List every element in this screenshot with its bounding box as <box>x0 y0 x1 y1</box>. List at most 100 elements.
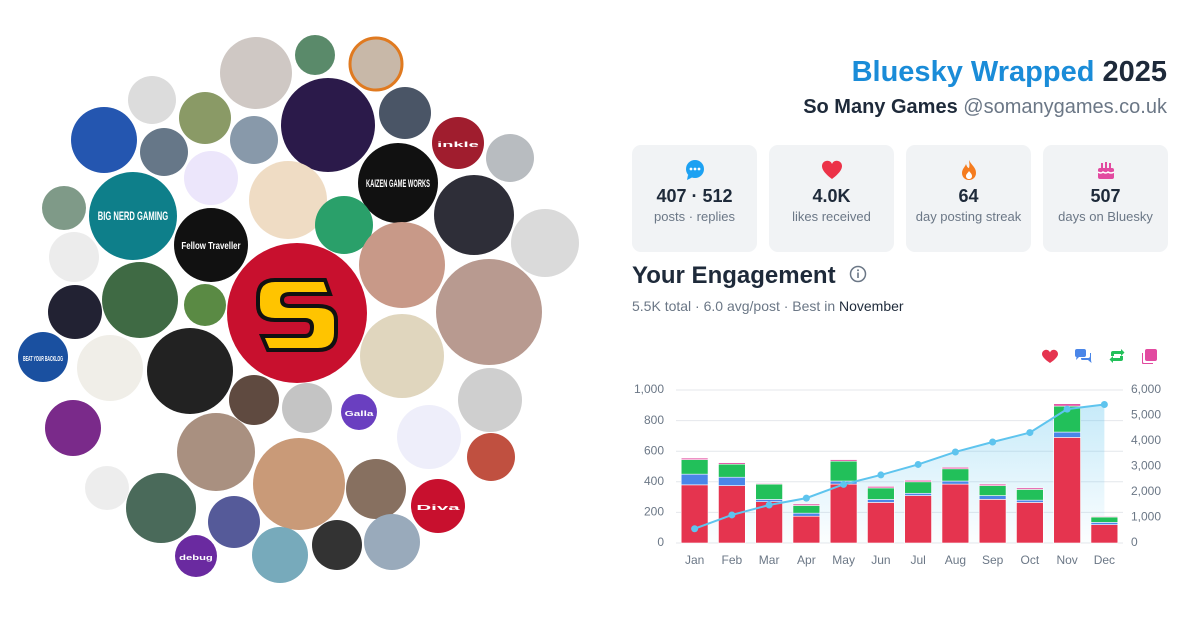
avatar <box>45 400 101 456</box>
x-tick-label: Sep <box>982 553 1004 567</box>
bar-segment <box>904 492 932 496</box>
avatar <box>249 161 327 239</box>
title-brand: Bluesky Wrapped <box>851 56 1095 88</box>
stat-card: 64 day posting streak <box>906 145 1031 252</box>
avatar <box>175 535 217 577</box>
avatar-text: BIG NERD GAMING <box>98 209 168 223</box>
avatar <box>49 232 99 282</box>
avatar <box>184 284 226 326</box>
x-tick-label: Jun <box>871 553 890 567</box>
line-point <box>728 511 736 519</box>
account-name: So Many Games <box>803 96 958 118</box>
x-tick-label: Jul <box>910 553 925 567</box>
bar-segment <box>978 499 1007 544</box>
avatar <box>85 466 129 510</box>
engagement-chart: 0 200 400 600 800 1,000 0 1,000 2,000 3,000 4,000 5… <box>634 349 1161 567</box>
bar-segment <box>1053 431 1081 438</box>
avatar <box>434 175 514 255</box>
section-title-text: Your Engagement <box>632 262 836 289</box>
bar-segment <box>755 483 783 485</box>
account-handle: @somanygames.co.uk <box>963 96 1167 118</box>
avatar-text: KAIZEN GAME WORKS <box>366 178 430 190</box>
bar-segment <box>1016 489 1044 501</box>
avatar <box>184 151 238 205</box>
avatar <box>467 433 515 481</box>
y2-tick-label: 0 <box>1131 535 1138 549</box>
line-point <box>840 480 848 488</box>
bar-segment <box>792 503 821 506</box>
avatar <box>179 92 231 144</box>
bar-segment <box>718 462 746 465</box>
avatar <box>42 186 86 230</box>
section-title: Your Engagement <box>632 262 868 290</box>
bar-segment <box>1016 487 1044 490</box>
stat-card: 4.0K likes received <box>769 145 894 252</box>
stat-card: 407 · 512 posts · replies <box>632 145 757 252</box>
avatar <box>102 262 178 338</box>
legend-icon[interactable] <box>1075 349 1092 363</box>
avatar <box>71 107 137 173</box>
x-tick-label: Jan <box>685 553 704 567</box>
y-tick-label: 400 <box>644 474 664 488</box>
avatar-text: inkle <box>437 140 479 149</box>
bar-segment <box>904 479 932 483</box>
bar-segment <box>1053 405 1081 433</box>
avatar <box>177 413 255 491</box>
bar-segment <box>829 460 858 482</box>
bar-segment <box>792 512 821 517</box>
bar-segment <box>1090 524 1119 544</box>
bar-segment <box>755 483 783 500</box>
info-icon[interactable] <box>848 264 868 284</box>
line-point <box>877 471 885 479</box>
avatar <box>458 368 522 432</box>
x-tick-label: Feb <box>722 553 743 567</box>
y-tick-label: 600 <box>644 443 664 457</box>
y-tick-label: 0 <box>657 535 664 549</box>
logo <box>256 278 338 352</box>
bar-segment <box>680 457 709 460</box>
y2-tick-label: 1,000 <box>1131 510 1161 524</box>
y2-tick-label: 4,000 <box>1131 433 1161 447</box>
stat-label: days on Bluesky <box>1058 209 1153 224</box>
x-tick-label: Mar <box>759 553 780 567</box>
bar-segment <box>978 483 1007 486</box>
bar-segment <box>941 468 970 482</box>
avatar <box>208 496 260 548</box>
avatar <box>89 172 177 260</box>
avatar <box>229 375 279 425</box>
avatar <box>147 328 233 414</box>
bar-segment <box>1016 499 1044 503</box>
avatar-text: BEAT YOUR BACKLOG <box>23 356 63 363</box>
stat-value: 507 <box>1090 186 1121 206</box>
bar-segment <box>1090 515 1119 518</box>
legend-glyph <box>1075 349 1092 363</box>
avatar <box>295 35 335 75</box>
legend-icon[interactable] <box>1109 349 1125 363</box>
bar-segment <box>867 502 895 544</box>
avatar <box>128 76 176 124</box>
legend-icon[interactable] <box>1042 349 1058 363</box>
y-tick-label: 1,000 <box>634 382 664 396</box>
bar-segment <box>755 499 783 502</box>
avatar <box>253 438 345 530</box>
legend-icon[interactable] <box>1142 349 1157 364</box>
posts-icon <box>686 160 704 180</box>
avatar <box>282 383 332 433</box>
bar-segment <box>680 459 709 475</box>
avatar <box>77 335 143 401</box>
line-point <box>1026 429 1034 437</box>
x-tick-label: Aug <box>945 553 966 567</box>
bar-segment <box>792 515 821 544</box>
line-point <box>951 448 959 456</box>
summary: 5.5K total · 6.0 avg/post · Best in Nove… <box>632 298 904 314</box>
cumulative-line <box>694 403 1105 530</box>
x-tick-label: Dec <box>1094 553 1115 567</box>
avatar-text: Diva <box>416 503 461 512</box>
bar-segment <box>829 459 858 462</box>
bar-segment <box>680 484 709 544</box>
streak-icon <box>962 160 976 180</box>
x-tick-label: Apr <box>797 553 816 567</box>
avatar <box>102 397 178 473</box>
avatar <box>281 78 375 172</box>
